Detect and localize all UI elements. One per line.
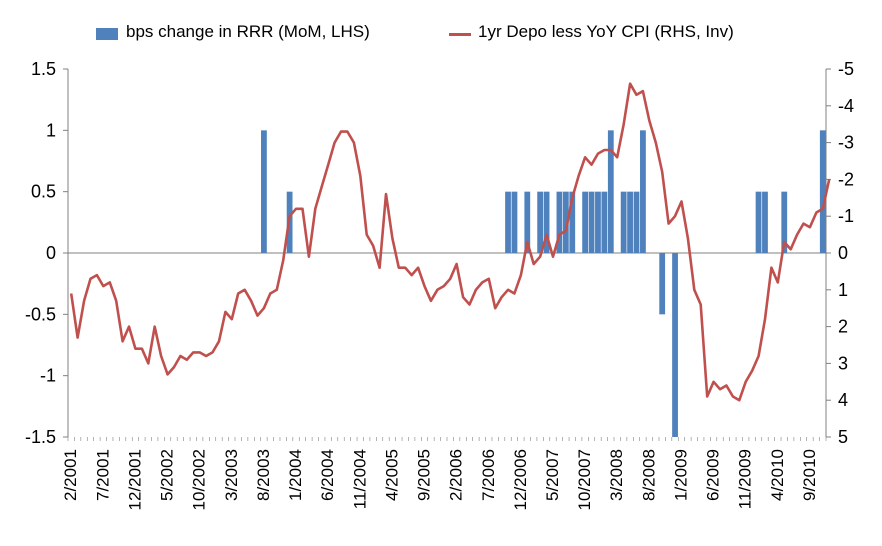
right-tick-label: -3 [838,133,854,153]
rrr-bar [781,191,788,253]
rrr-bar [556,191,563,253]
rrr-bar [505,191,511,253]
x-tick-label: 2/2001 [61,449,80,501]
rrr-bar [601,191,608,253]
right-tick-label: -1 [838,206,854,226]
right-tick-label: 3 [838,353,848,373]
rrr-bar [640,130,646,253]
right-tick-label: 4 [838,390,848,410]
x-tick-label: 10/2002 [190,449,209,510]
x-tick-label: 8/2008 [639,449,658,501]
legend-bar-label: bps change in RRR (MoM, LHS) [126,22,370,41]
rrr-bar [569,191,576,253]
x-tick-label: 7/2006 [479,449,498,501]
left-tick-label: 1 [46,120,56,140]
x-tick-label: 3/2008 [607,449,626,501]
x-tick-label: 4/2005 [382,449,401,501]
left-tick-label: 0 [46,243,56,263]
left-tick-label: -1.5 [25,427,56,447]
left-tick-label: 0.5 [31,182,56,202]
x-tick-label: 10/2007 [575,449,594,510]
x-tick-label: 9/2005 [415,449,434,501]
rrr-bar [537,191,544,253]
rrr-bar [762,191,768,253]
rrr-bar [562,191,569,253]
right-tick-label: 5 [838,427,848,447]
x-tick-label: 1/2004 [286,449,305,501]
rrr-bar [819,130,826,253]
x-tick-label: 11/2004 [350,449,369,509]
legend-line-label: 1yr Depo less YoY CPI (RHS, Inv) [478,22,734,41]
x-tick-label: 11/2009 [736,449,755,509]
x-tick-label: 1/2009 [671,449,690,501]
x-tick-label: 5/2007 [543,449,562,501]
x-tick-label: 6/2009 [704,449,723,501]
x-tick-label: 3/2003 [222,449,241,501]
rrr-bar [543,191,550,253]
x-tick-label: 5/2002 [158,449,177,501]
rrr-bar [607,130,614,253]
right-tick-label: 2 [838,317,848,337]
x-tick-label: 7/2001 [93,449,112,501]
rrr-bar [524,191,531,253]
rrr-bar [582,191,589,253]
x-tick-label: 2/2006 [447,449,466,501]
x-tick-label: 12/2006 [511,449,530,510]
left-tick-label: 1.5 [31,59,56,79]
rrr-bar [755,191,762,253]
rrr-bar [588,191,595,253]
rrr-bar [672,253,678,437]
right-tick-label: -2 [838,169,854,189]
left-tick-label: -0.5 [25,304,56,324]
x-tick-label: 12/2001 [125,449,144,510]
x-tick-label: 6/2004 [318,449,337,501]
right-tick-label: 0 [838,243,848,263]
left-tick-label: -1 [40,366,56,386]
x-tick-label: 4/2010 [768,449,787,501]
rrr-bar [627,191,633,253]
x-tick-label: 8/2003 [254,449,273,501]
rrr-bar [633,191,640,253]
right-tick-label: -4 [838,96,854,116]
rrr-bar [659,253,666,315]
rrr-bar [620,191,627,253]
legend-line-swatch [449,33,471,36]
right-tick-label: -5 [838,59,854,79]
legend-bar-swatch [96,28,118,40]
x-tick-label: 9/2010 [800,449,819,501]
rrr-bar [261,130,267,253]
rrr-bar [595,191,601,253]
rrr-bar [511,191,518,253]
depo-less-cpi-line [69,82,831,402]
right-tick-label: 1 [838,280,848,300]
